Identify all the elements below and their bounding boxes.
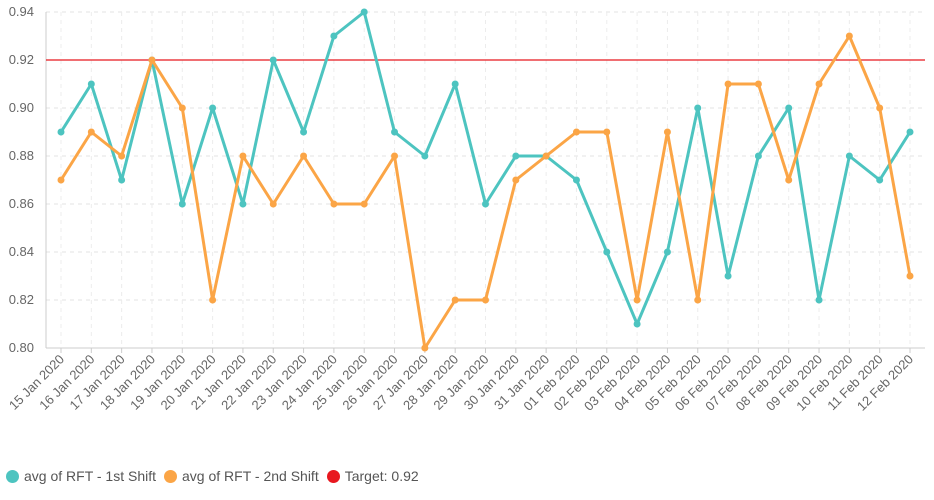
data-point-series-2 (876, 104, 884, 112)
legend-item-target[interactable]: Target: 0.92 (326, 468, 419, 484)
legend-swatch-series-2 (164, 469, 178, 483)
data-point-series-2 (603, 128, 611, 136)
y-tick-label: 0.80 (9, 340, 34, 355)
data-point-series-2 (360, 200, 368, 208)
data-point-series-1 (572, 176, 580, 184)
data-point-series-1 (330, 32, 338, 40)
data-point-series-2 (815, 80, 823, 88)
series-group (57, 8, 914, 352)
data-point-series-2 (118, 152, 126, 160)
data-point-series-1 (239, 200, 247, 208)
legend-label-series-1: avg of RFT - 1st Shift (24, 468, 157, 484)
data-point-series-1 (724, 272, 732, 280)
data-point-series-2 (57, 176, 65, 184)
y-tick-label: 0.82 (9, 292, 34, 307)
data-point-series-1 (512, 152, 520, 160)
data-point-series-1 (906, 128, 914, 136)
legend-label-target: Target: 0.92 (344, 468, 419, 484)
y-tick-label: 0.88 (9, 148, 34, 163)
data-point-series-1 (633, 320, 641, 328)
y-tick-label: 0.86 (9, 196, 34, 211)
data-point-series-2 (330, 200, 338, 208)
data-point-series-2 (178, 104, 186, 112)
data-point-series-2 (148, 56, 156, 64)
data-point-series-1 (421, 152, 429, 160)
y-tick-label: 0.92 (9, 52, 34, 67)
y-tick-label: 0.90 (9, 100, 34, 115)
data-point-series-2 (421, 344, 429, 352)
data-point-series-2 (724, 80, 732, 88)
data-point-series-1 (815, 296, 823, 304)
data-point-series-1 (785, 104, 793, 112)
y-tick-label: 0.84 (9, 244, 34, 259)
data-point-series-2 (906, 272, 914, 280)
legend-item-series-2[interactable]: avg of RFT - 2nd Shift (164, 468, 319, 484)
data-point-series-2 (209, 296, 217, 304)
legend-swatch-series-1 (6, 469, 19, 483)
legend-swatch-target (326, 469, 340, 483)
data-point-series-1 (663, 248, 671, 256)
data-point-series-2 (785, 176, 793, 184)
data-point-series-1 (482, 200, 489, 208)
data-point-series-1 (391, 128, 399, 136)
data-point-series-1 (754, 152, 762, 160)
data-point-series-2 (87, 128, 95, 136)
data-point-series-2 (754, 80, 762, 88)
data-point-series-2 (542, 152, 550, 160)
data-point-series-1 (876, 176, 884, 184)
data-point-series-1 (57, 128, 65, 136)
data-point-series-1 (118, 176, 126, 184)
data-point-series-2 (482, 296, 489, 304)
data-point-series-1 (300, 128, 308, 136)
data-point-series-1 (845, 152, 853, 160)
legend-item-series-1[interactable]: avg of RFT - 1st Shift (6, 468, 156, 484)
y-tick-label: 0.94 (9, 4, 34, 19)
legend-label-series-2: avg of RFT - 2nd Shift (182, 468, 319, 484)
data-point-series-2 (845, 32, 853, 40)
data-point-series-2 (269, 200, 277, 208)
data-point-series-1 (178, 200, 186, 208)
data-point-series-2 (300, 152, 308, 160)
data-point-series-2 (633, 296, 641, 304)
data-point-series-1 (694, 104, 702, 112)
data-point-series-1 (603, 248, 611, 256)
data-point-series-1 (209, 104, 217, 112)
data-point-series-1 (87, 80, 95, 88)
legend: avg of RFT - 1st Shift avg of RFT - 2nd … (6, 468, 427, 484)
data-point-series-2 (391, 152, 399, 160)
data-point-series-2 (663, 128, 671, 136)
data-point-series-2 (451, 296, 459, 304)
data-point-series-2 (694, 296, 702, 304)
data-point-series-2 (572, 128, 580, 136)
data-point-series-1 (451, 80, 459, 88)
data-point-series-1 (360, 8, 368, 16)
data-point-series-2 (239, 152, 247, 160)
data-point-series-2 (512, 176, 520, 184)
data-point-series-1 (269, 56, 277, 64)
